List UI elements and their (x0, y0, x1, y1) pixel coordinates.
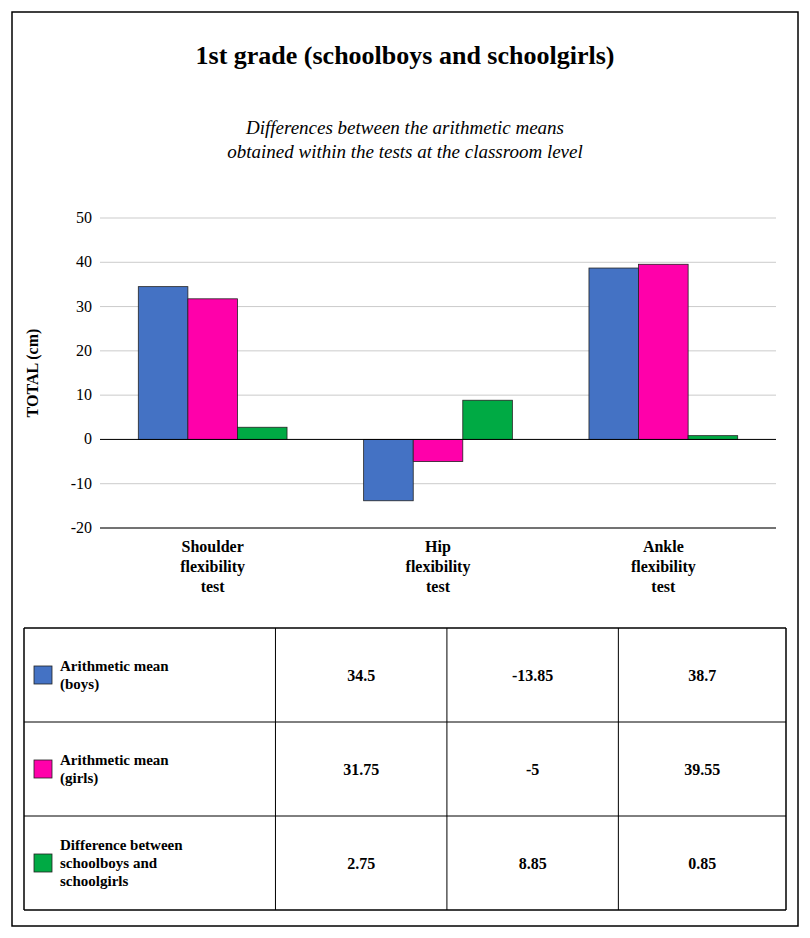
subtitle-line: Differences between the arithmetic means (245, 117, 564, 138)
y-tick-label: -10 (71, 475, 92, 492)
table-value: 0.85 (688, 855, 716, 872)
category-label-line: flexibility (406, 558, 471, 576)
table-value: -5 (526, 761, 539, 778)
legend-swatch (34, 854, 52, 872)
background (0, 0, 810, 938)
category-label-line: flexibility (180, 558, 245, 576)
title: 1st grade (schoolboys and schoolgirls) (196, 41, 615, 70)
subtitle-line: obtained within the tests at the classro… (227, 141, 583, 162)
bar (138, 287, 188, 440)
legend-label-line: schoolboys and (60, 855, 158, 871)
y-tick-label: 10 (76, 386, 92, 403)
bar (639, 264, 689, 439)
grid-line (100, 262, 776, 263)
legend-label-line: schoolgirls (60, 873, 128, 889)
table-value: 34.5 (347, 667, 375, 684)
category-label: Hip flexibility test (406, 538, 471, 595)
table-col-line (446, 628, 447, 910)
legend-label-line: Arithmetic mean (60, 752, 169, 768)
table-row-line (24, 627, 786, 629)
zero-axis (100, 439, 776, 440)
y-tick-label: 50 (76, 209, 92, 226)
legend-label: Arithmetic mean (boys) (60, 658, 169, 693)
y-axis-label: TOTAL (cm) (24, 329, 42, 418)
bar (188, 299, 238, 440)
table-value: 2.75 (347, 855, 375, 872)
bar (589, 268, 639, 439)
category-label-line: test (651, 578, 676, 595)
legend-label-line: Arithmetic mean (60, 658, 169, 674)
data-table: Arithmetic mean (boys) 34.5 -13.85 38.7 Arith… (24, 628, 786, 910)
bar (688, 436, 738, 440)
legend-label-line: Difference between (60, 837, 183, 853)
grid (100, 218, 776, 528)
table-col-line (23, 628, 25, 910)
table-col-line (618, 628, 619, 910)
legend-swatch (34, 666, 52, 684)
outer-border (12, 12, 798, 926)
x-axis-line (100, 528, 776, 529)
legend-label-line: (girls) (60, 770, 98, 787)
bars (138, 264, 737, 500)
grid-line (100, 439, 776, 440)
category-label-line: test (426, 578, 451, 595)
grid-line (100, 483, 776, 484)
bar (413, 439, 463, 461)
chart-root: 1st grade (schoolboys and schoolgirls) Di… (0, 0, 810, 938)
category-label-line: Shoulder (182, 538, 244, 555)
legend-swatch (34, 760, 52, 778)
table-value: 38.7 (688, 667, 716, 684)
subtitle: Differences between the arithmetic means… (227, 117, 583, 162)
category-label-line: Ankle (643, 538, 684, 555)
y-tick-label: 40 (76, 253, 92, 270)
bar (364, 439, 414, 500)
y-tick-label: 30 (76, 298, 92, 315)
table-row-line (24, 816, 786, 817)
legend-label: Difference between schoolboys and schoolgi… (60, 837, 183, 889)
category-label-line: Hip (425, 538, 451, 556)
grid-line (100, 528, 776, 529)
table-value: 39.55 (684, 761, 720, 778)
category-label-line: flexibility (631, 558, 696, 576)
category-label: Shoulder flexibility test (180, 538, 245, 595)
table-col-line (275, 628, 276, 910)
category-label-line: test (201, 578, 226, 595)
bar (237, 427, 287, 439)
grid-line (100, 218, 776, 219)
legend-label: Arithmetic mean (girls) (60, 752, 169, 787)
bar (463, 400, 513, 439)
table-row-line (24, 909, 786, 911)
y-tick-label: -20 (71, 519, 92, 536)
legend-label-line: (boys) (60, 676, 99, 693)
table-value: 31.75 (343, 761, 379, 778)
table-col-line (785, 628, 787, 910)
table-row-line (24, 722, 786, 723)
category-label: Ankle flexibility test (631, 538, 696, 595)
table-value: 8.85 (519, 855, 547, 872)
y-tick-label: 20 (76, 342, 92, 359)
y-tick-label: 0 (84, 430, 92, 447)
table-value: -13.85 (512, 667, 553, 684)
